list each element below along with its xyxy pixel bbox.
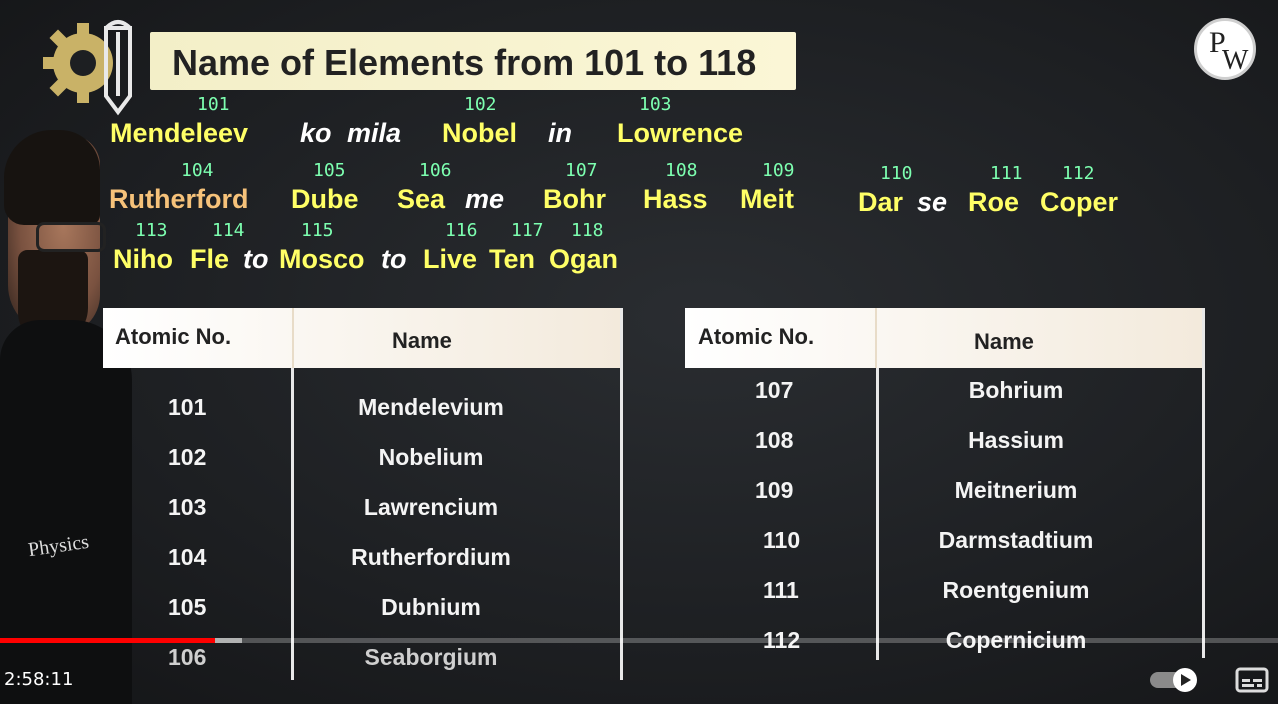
table-cell-atomic-no: 111 bbox=[763, 577, 799, 603]
mnemonic-word: Niho bbox=[113, 244, 173, 274]
table-cell-name: Darmstadtium bbox=[938, 527, 1094, 553]
right-header-name: Name bbox=[974, 329, 1034, 354]
right-header-atomic-no: Atomic No. bbox=[698, 324, 815, 349]
table-cell-name: Copernicium bbox=[945, 627, 1087, 653]
table-cell-name: Meitnerium bbox=[954, 477, 1078, 503]
right-table-divider bbox=[876, 368, 879, 660]
pw-logo: P W bbox=[1194, 18, 1256, 80]
mnemonic-word: Mendeleev bbox=[110, 118, 249, 148]
left-header-divider bbox=[292, 308, 294, 368]
left-header-name: Name bbox=[392, 328, 452, 353]
mnemonic-word: Fle bbox=[190, 244, 230, 274]
mnemonic-word: Nobel bbox=[442, 118, 518, 148]
table-cell-name: Mendelevium bbox=[358, 394, 504, 420]
table-cell-name: Lawrencium bbox=[363, 494, 499, 520]
table-cell-atomic-no: 101 bbox=[168, 394, 207, 420]
left-table-border bbox=[620, 308, 623, 680]
table-cell-name: Dubnium bbox=[381, 594, 481, 620]
table-cell-atomic-no: 109 bbox=[755, 477, 794, 503]
left-table-divider bbox=[291, 368, 294, 680]
presenter-glasses bbox=[36, 222, 106, 252]
mnemonic-word: Lowrence bbox=[617, 118, 744, 148]
table-cell-name: Roentgenium bbox=[942, 577, 1090, 603]
table-cell-atomic-no: 106 bbox=[168, 644, 207, 670]
mnemonic-word: Ten bbox=[489, 244, 535, 274]
left-table-header: Atomic No. Name bbox=[103, 308, 623, 368]
logo-letter-w: W bbox=[1222, 45, 1249, 76]
presenter: Physics bbox=[0, 130, 135, 704]
mnemonic-word: me bbox=[465, 184, 505, 214]
mnemonic-number: 103 bbox=[639, 94, 672, 115]
mnemonic-word: to bbox=[243, 244, 269, 274]
mnemonic-number: 110 bbox=[880, 163, 913, 184]
autoplay-toggle-icon[interactable] bbox=[1150, 667, 1200, 693]
mnemonic-word: Coper bbox=[1040, 187, 1119, 217]
table-cell-name: Hassium bbox=[968, 427, 1064, 453]
mnemonic-number: 118 bbox=[571, 220, 604, 241]
subtitles-icon[interactable] bbox=[1235, 667, 1269, 693]
table-cell-atomic-no: 108 bbox=[755, 427, 794, 453]
mnemonic-word: Dar bbox=[858, 187, 904, 217]
mnemonic-word: Hass bbox=[643, 184, 708, 214]
mnemonic-number: 102 bbox=[464, 94, 497, 115]
presenter-body bbox=[0, 320, 132, 704]
slide-title-banner: Name of Elements from 101 to 118 bbox=[150, 32, 796, 90]
mnemonic-word: Meit bbox=[740, 184, 794, 214]
mnemonic-word: ko bbox=[300, 118, 332, 148]
mnemonic-number: 105 bbox=[313, 160, 346, 181]
mnemonic-number: 116 bbox=[445, 220, 478, 241]
progress-played[interactable] bbox=[0, 638, 215, 643]
progress-bar[interactable] bbox=[0, 638, 1278, 643]
mnemonic-word: Dube bbox=[291, 184, 359, 214]
mnemonic-word: Rutherford bbox=[109, 184, 249, 214]
mnemonic-number: 115 bbox=[301, 220, 334, 241]
mnemonic-word: Live bbox=[423, 244, 478, 274]
table-cell-name: Bohrium bbox=[968, 377, 1064, 403]
mnemonic-word: Ogan bbox=[549, 244, 619, 274]
table-cell-name: Nobelium bbox=[378, 444, 484, 470]
mnemonic-number: 114 bbox=[212, 220, 245, 241]
table-cell-atomic-no: 104 bbox=[168, 544, 207, 570]
left-header-atomic-no: Atomic No. bbox=[115, 324, 232, 349]
mnemonic-word: Roe bbox=[968, 187, 1020, 217]
mnemonic-word: Mosco bbox=[279, 244, 365, 274]
logo-letter-p: P bbox=[1209, 26, 1226, 59]
table-cell-atomic-no: 102 bbox=[168, 444, 207, 470]
table-cell-atomic-no: 112 bbox=[763, 627, 801, 653]
mnemonic-word: Sea bbox=[397, 184, 446, 214]
mnemonic-number: 104 bbox=[181, 160, 214, 181]
mnemonic-number: 113 bbox=[135, 220, 168, 241]
mnemonic-number: 108 bbox=[665, 160, 698, 181]
table-cell-atomic-no: 110 bbox=[763, 527, 801, 553]
mnemonic-word: to bbox=[381, 244, 407, 274]
table-cell-name: Rutherfordium bbox=[351, 544, 511, 570]
table-cell-atomic-no: 103 bbox=[168, 494, 207, 520]
mnemonic-number: 106 bbox=[419, 160, 452, 181]
mnemonic-word: Bohr bbox=[543, 184, 606, 214]
presenter-hair bbox=[4, 130, 100, 225]
mnemonic-number: 111 bbox=[990, 163, 1023, 184]
right-table-header: Atomic No. Name bbox=[685, 308, 1203, 368]
mnemonic-word: in bbox=[548, 118, 572, 148]
mnemonic-number: 109 bbox=[762, 160, 795, 181]
mnemonic-word: mila bbox=[347, 118, 402, 148]
current-time: 2:58:11 bbox=[4, 669, 74, 690]
mnemonic-number: 101 bbox=[197, 94, 230, 115]
mnemonic-number: 117 bbox=[511, 220, 544, 241]
right-header-divider bbox=[875, 308, 877, 368]
slide-title: Name of Elements from 101 to 118 bbox=[172, 42, 757, 83]
table-cell-atomic-no: 105 bbox=[168, 594, 207, 620]
table-cell-atomic-no: 107 bbox=[755, 377, 794, 403]
gear-pencil-icon bbox=[43, 20, 132, 116]
mnemonic-number: 112 bbox=[1062, 163, 1095, 184]
right-table-border bbox=[1202, 308, 1205, 658]
table-cell-name: Seaborgium bbox=[364, 644, 498, 670]
mnemonic-word: se bbox=[917, 187, 948, 217]
mnemonic-number: 107 bbox=[565, 160, 598, 181]
